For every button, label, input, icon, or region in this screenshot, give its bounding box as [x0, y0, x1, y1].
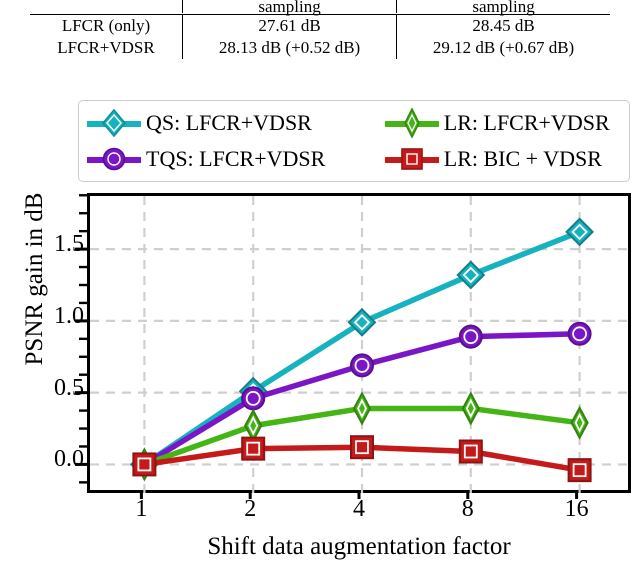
- data-point-marker: [352, 391, 372, 426]
- table-row: LFCR (only) 27.61 dB 28.45 dB: [30, 15, 610, 37]
- x-tick-label: 4: [353, 496, 365, 522]
- x-tick-label: 2: [244, 496, 257, 522]
- table-fragment: sampling sampling LFCR (only) 27.61 dB 2…: [0, 0, 640, 62]
- data-point-marker: [458, 439, 483, 464]
- table-row: LFCR+VDSR 28.13 dB (+0.52 dB) 29.12 dB (…: [30, 37, 610, 59]
- y-tick-label: 1.5: [54, 231, 84, 258]
- table-header-cell-2: sampling: [396, 0, 610, 15]
- data-point-marker: [350, 353, 374, 378]
- results-table: sampling sampling LFCR (only) 27.61 dB 2…: [30, 0, 610, 59]
- x-axis-tick-labels: 1 2 4 8 16: [87, 496, 631, 528]
- x-tick-label: 16: [564, 496, 589, 522]
- chart-canvas: [90, 196, 634, 496]
- legend-entry-tqs-lfcr-vdsr: TQS: LFCR+VDSR: [87, 141, 385, 177]
- y-tick-label: 0.5: [54, 374, 84, 401]
- chart-legend: QS: LFCR+VDSR LR: LFCR+VDSR TQS: LFCR+VD…: [78, 100, 630, 182]
- legend-marker-square-icon: [384, 144, 439, 174]
- legend-row-2: TQS: LFCR+VDSR LR: BIC + VDSR: [87, 141, 623, 177]
- row-label: LFCR+VDSR: [57, 38, 155, 57]
- table-rule: [30, 13, 610, 15]
- legend-marker-circle-icon: [87, 144, 141, 174]
- legend-entry-lr-bic-vdsr: LR: BIC + VDSR: [384, 141, 623, 177]
- legend-label: TQS: LFCR+VDSR: [146, 146, 326, 171]
- y-tick-label: 1.0: [54, 302, 84, 329]
- table-header-cell-1: sampling: [181, 0, 397, 15]
- data-point-marker: [132, 452, 157, 477]
- chart-plot-area: [87, 193, 634, 496]
- y-axis-tick-labels: 0.0 0.5 1.0 1.5: [2, 193, 84, 493]
- data-point-marker: [458, 324, 483, 349]
- data-point-marker: [244, 408, 263, 443]
- legend-entry-lr-lfcr-vdsr: LR: LFCR+VDSR: [384, 105, 623, 141]
- legend-label: LR: LFCR+VDSR: [443, 110, 610, 135]
- row-cell: 29.12 dB (+0.67 dB): [396, 37, 610, 59]
- data-point-marker: [567, 321, 592, 346]
- table-header-blank: [30, 0, 183, 13]
- table-rule-line: [30, 13, 610, 15]
- row-label: LFCR (only): [61, 16, 151, 35]
- x-tick-label: 1: [135, 496, 148, 522]
- data-point-marker: [461, 391, 480, 426]
- legend-row-1: QS: LFCR+VDSR LR: LFCR+VDSR: [87, 105, 623, 141]
- data-point-marker: [347, 307, 377, 337]
- x-tick-label: 8: [461, 496, 474, 522]
- data-point-marker: [565, 217, 595, 247]
- legend-entry-qs-lfcr-vdsr: QS: LFCR+VDSR: [87, 105, 385, 141]
- series-lr-bic-vdsr: [132, 435, 592, 483]
- chart-series-layer: [129, 217, 595, 483]
- data-point-marker: [350, 435, 374, 460]
- legend-marker-thin-diamond-icon: [384, 108, 439, 138]
- legend-label: LR: BIC + VDSR: [443, 146, 602, 171]
- legend-marker-diamond-icon: [87, 108, 141, 138]
- legend-label: QS: LFCR+VDSR: [146, 110, 312, 135]
- data-point-marker: [241, 386, 266, 411]
- data-point-marker: [567, 458, 592, 483]
- y-tick-label: 0.0: [54, 446, 84, 473]
- row-cell: 28.13 dB (+0.52 dB): [181, 37, 397, 59]
- series-qs-lfcr-vdsr: [129, 217, 595, 479]
- row-cell: 28.45 dB: [396, 15, 610, 37]
- data-point-marker: [456, 260, 486, 290]
- x-axis-title: Shift data augmentation factor: [207, 533, 511, 560]
- x-axis-ticks: [139, 490, 579, 499]
- y-axis-ticks: [75, 194, 88, 484]
- y-axis-title: PSNR gain in dB: [21, 192, 48, 366]
- data-point-marker: [241, 436, 266, 461]
- data-point-marker: [570, 405, 589, 440]
- table-header-row: sampling sampling: [30, 0, 610, 15]
- row-cell: 27.61 dB: [181, 15, 397, 37]
